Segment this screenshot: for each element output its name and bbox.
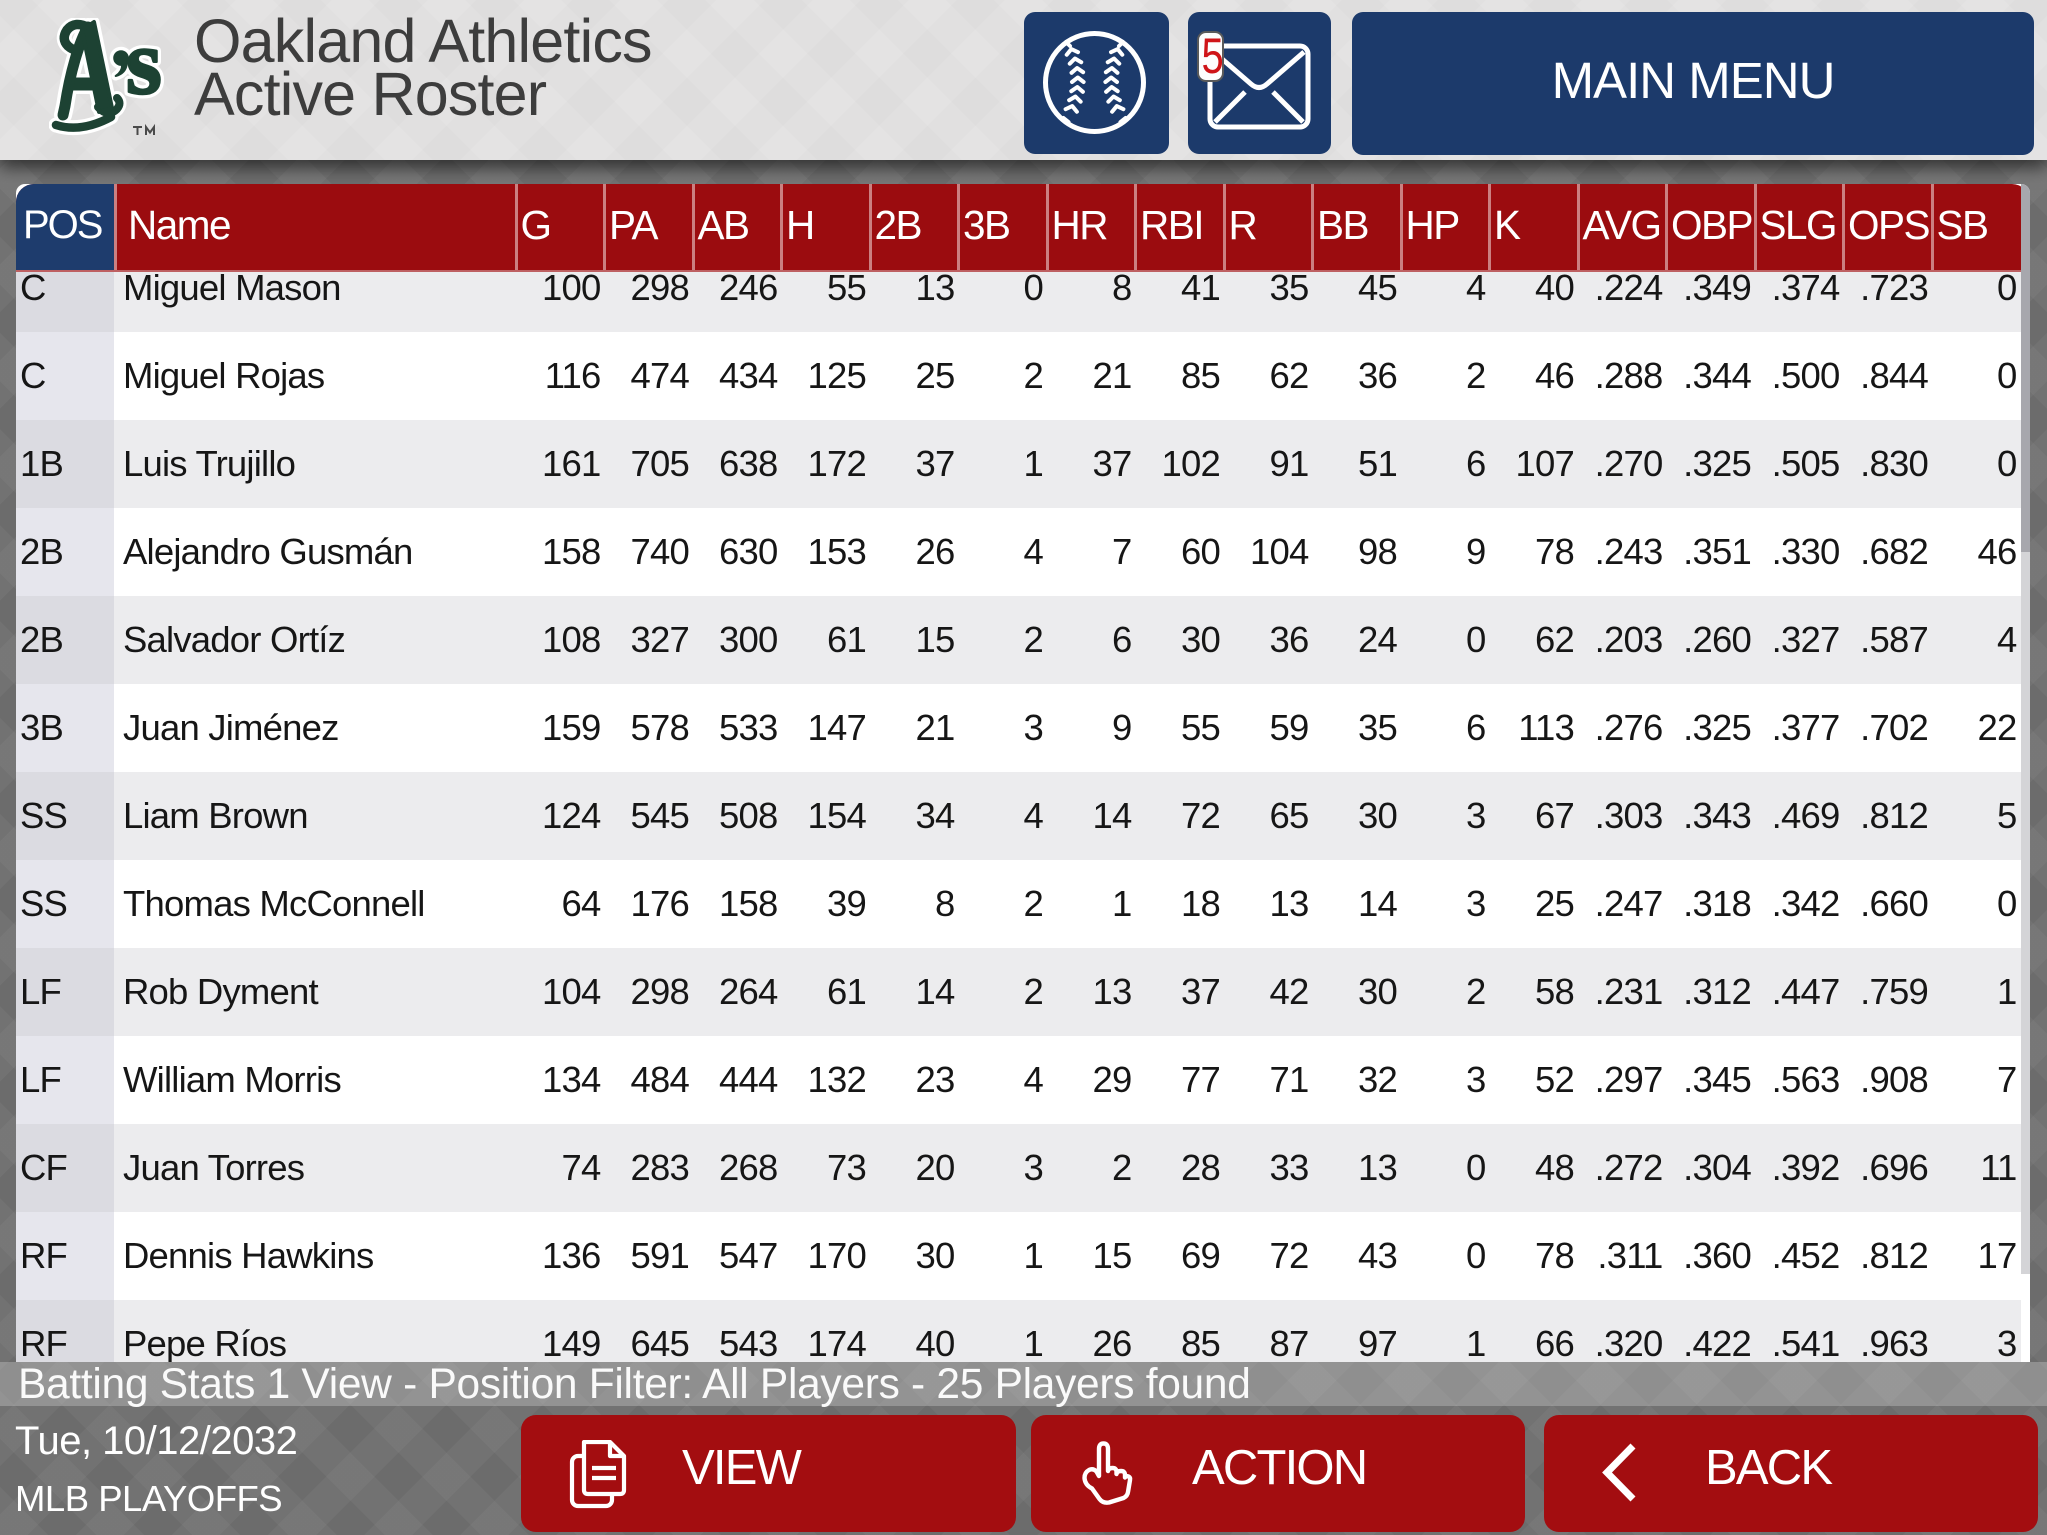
svg-text:s: s: [126, 18, 162, 113]
svg-text:s: s: [126, 18, 162, 113]
